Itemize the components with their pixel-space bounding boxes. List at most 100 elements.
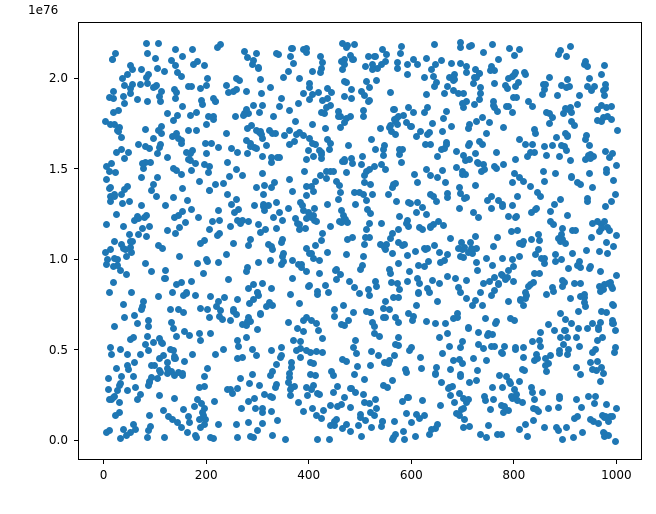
scatter-point — [441, 90, 448, 97]
scatter-point — [358, 161, 365, 168]
scatter-point — [193, 127, 200, 134]
scatter-point — [286, 176, 293, 183]
scatter-point — [488, 343, 495, 350]
scatter-point — [106, 396, 113, 403]
scatter-point — [545, 360, 552, 367]
scatter-point — [279, 217, 286, 224]
scatter-point — [363, 226, 370, 233]
scatter-point — [440, 115, 447, 122]
scatter-point — [225, 276, 232, 283]
scatter-point — [366, 166, 373, 173]
scatter-point — [137, 81, 144, 88]
scatter-point — [259, 102, 266, 109]
scatter-point — [349, 160, 356, 167]
scatter-point — [510, 94, 517, 101]
scatter-point — [258, 131, 265, 138]
scatter-point — [361, 376, 368, 383]
scatter-point — [247, 318, 254, 325]
scatter-point — [164, 227, 171, 234]
scatter-point — [336, 182, 343, 189]
scatter-point — [214, 232, 221, 239]
scatter-point — [300, 408, 307, 415]
scatter-point — [206, 187, 213, 194]
scatter-point — [311, 205, 318, 212]
scatter-point — [605, 432, 612, 439]
scatter-point — [483, 357, 490, 364]
x-tick — [411, 460, 412, 464]
scatter-point — [269, 394, 276, 401]
scatter-point — [360, 391, 367, 398]
scatter-point — [423, 55, 430, 62]
scatter-point — [303, 49, 310, 56]
scatter-point — [539, 389, 546, 396]
scatter-point — [263, 142, 270, 149]
scatter-point — [316, 270, 323, 277]
scatter-point — [343, 44, 350, 51]
scatter-point — [613, 272, 620, 279]
scatter-point — [343, 169, 350, 176]
scatter-point — [164, 110, 171, 117]
scatter-point — [233, 421, 240, 428]
scatter-point — [150, 181, 157, 188]
scatter-point — [183, 290, 190, 297]
scatter-point — [203, 121, 210, 128]
scatter-point — [382, 298, 389, 305]
scatter-point — [510, 263, 517, 270]
scatter-point — [257, 76, 264, 83]
x-tick-label: 1000 — [601, 468, 632, 482]
scatter-point — [466, 43, 473, 50]
scatter-point — [156, 392, 163, 399]
scatter-point — [337, 124, 344, 131]
scatter-point — [314, 291, 321, 298]
scatter-point — [391, 106, 398, 113]
scatter-point — [426, 431, 433, 438]
scatter-point — [395, 226, 402, 233]
scatter-point — [404, 252, 411, 259]
scatter-point — [432, 61, 439, 68]
scatter-point — [327, 223, 334, 230]
scatter-point — [427, 224, 434, 231]
scatter-point — [452, 275, 459, 282]
scatter-point — [477, 289, 484, 296]
scatter-point — [586, 75, 593, 82]
scatter-point — [361, 241, 368, 248]
scatter-point — [138, 174, 145, 181]
scatter-point — [480, 49, 487, 56]
scatter-point — [429, 277, 436, 284]
scatter-point — [317, 69, 324, 76]
scatter-point — [443, 141, 450, 148]
scatter-point — [188, 278, 195, 285]
scatter-point — [170, 194, 177, 201]
scatter-point — [309, 68, 316, 75]
scatter-point — [581, 291, 588, 298]
scatter-point — [299, 202, 306, 209]
scatter-point — [465, 125, 472, 132]
scatter-point — [295, 399, 302, 406]
scatter-point — [280, 258, 287, 265]
scatter-point — [366, 97, 373, 104]
scatter-point — [586, 170, 593, 177]
scatter-point — [240, 112, 247, 119]
scatter-point — [415, 289, 422, 296]
scatter-point — [323, 175, 330, 182]
scatter-point — [257, 311, 264, 318]
scatter-point — [360, 107, 367, 114]
scatter-point — [309, 121, 316, 128]
scatter-point — [143, 40, 150, 47]
scatter-point — [320, 407, 327, 414]
scatter-point — [439, 350, 446, 357]
scatter-point — [433, 79, 440, 86]
scatter-point — [121, 100, 128, 107]
scatter-point — [239, 172, 246, 179]
scatter-point — [587, 155, 594, 162]
scatter-point — [343, 115, 350, 122]
scatter-point — [308, 250, 315, 257]
scatter-point — [491, 287, 498, 294]
scatter-point — [541, 143, 548, 150]
scatter-point — [608, 198, 615, 205]
scatter-point — [373, 405, 380, 412]
scatter-point — [520, 238, 527, 245]
scatter-point — [372, 146, 379, 153]
scatter-point — [129, 81, 136, 88]
scatter-point — [341, 93, 348, 100]
